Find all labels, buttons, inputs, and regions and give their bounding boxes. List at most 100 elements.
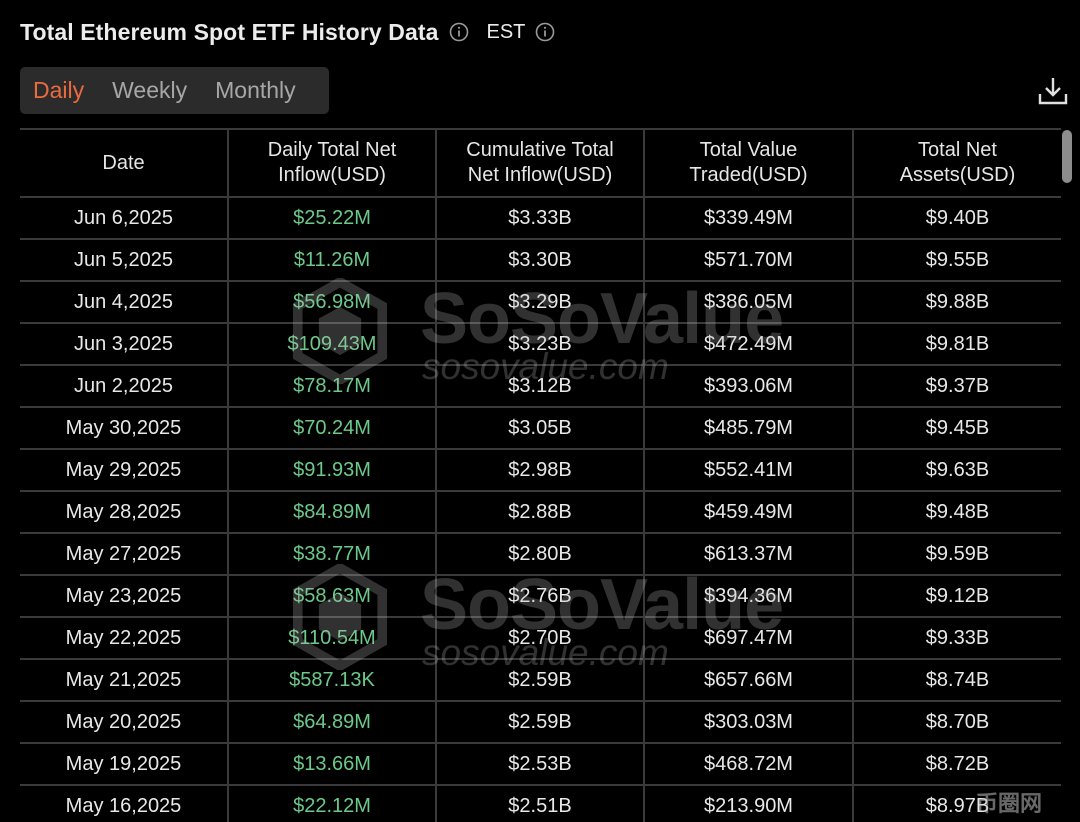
cell-cumulative-net-inflow: $2.51B [436, 785, 645, 822]
table-row[interactable]: May 22,2025 $110.54M $2.70B $697.47M $9.33B [20, 617, 1061, 660]
column-header-line: Daily Total Net [267, 139, 397, 161]
cell-total-net-assets: $9.55B [853, 239, 1061, 282]
cell-total-value-traded: $657.66M [644, 659, 854, 702]
table-row[interactable]: Jun 4,2025 $56.98M $3.29B $386.05M $9.88B [20, 281, 1061, 324]
column-header-line: Net Inflow(USD) [467, 164, 613, 186]
period-tabs: Daily Weekly Monthly [20, 67, 329, 114]
table-row[interactable]: May 16,2025 $22.12M $2.51B $213.90M $8.97B [20, 785, 1061, 822]
cell-cumulative-net-inflow: $2.88B [436, 491, 645, 534]
cell-total-net-assets: $9.37B [853, 365, 1061, 408]
cell-cumulative-net-inflow: $2.53B [436, 743, 645, 786]
cell-date: Jun 4,2025 [20, 281, 229, 324]
cell-total-net-assets: $9.59B [853, 533, 1061, 576]
table-row[interactable]: Jun 2,2025 $78.17M $3.12B $393.06M $9.37B [20, 365, 1061, 408]
history-table-container: Date Daily Total Net Inflow(USD) Cumulati… [20, 128, 1061, 822]
cell-daily-net-inflow: $587.13K [228, 659, 437, 702]
column-header-cumulative-net-inflow[interactable]: Cumulative Total Net Inflow(USD) [436, 128, 645, 198]
column-header-date[interactable]: Date [20, 128, 229, 198]
download-icon[interactable] [1036, 74, 1070, 108]
cell-date: Jun 3,2025 [20, 323, 229, 366]
cell-total-value-traded: $394.36M [644, 575, 854, 618]
info-icon[interactable] [449, 22, 469, 42]
cell-daily-net-inflow: $13.66M [228, 743, 437, 786]
cell-total-net-assets: $9.48B [853, 491, 1061, 534]
column-header-line: Total Value [699, 139, 798, 161]
tab-monthly[interactable]: Monthly [215, 77, 296, 103]
cell-total-net-assets: $8.70B [853, 701, 1061, 744]
cell-total-net-assets: $9.12B [853, 575, 1061, 618]
cell-daily-net-inflow: $110.54M [228, 617, 437, 660]
cell-total-value-traded: $303.03M [644, 701, 854, 744]
cell-cumulative-net-inflow: $2.59B [436, 701, 645, 744]
table-row[interactable]: May 27,2025 $38.77M $2.80B $613.37M $9.59B [20, 533, 1061, 576]
cell-cumulative-net-inflow: $3.33B [436, 197, 645, 240]
cell-total-net-assets: $9.45B [853, 407, 1061, 450]
table-row[interactable]: May 30,2025 $70.24M $3.05B $485.79M $9.45B [20, 407, 1061, 450]
table-row[interactable]: Jun 6,2025 $25.22M $3.33B $339.49M $9.40B [20, 197, 1061, 240]
table-header-row: Date Daily Total Net Inflow(USD) Cumulati… [20, 128, 1061, 198]
cell-cumulative-net-inflow: $3.29B [436, 281, 645, 324]
cell-total-net-assets: $9.88B [853, 281, 1061, 324]
table-row[interactable]: May 23,2025 $58.63M $2.76B $394.36M $9.12B [20, 575, 1061, 618]
page-header: Total Ethereum Spot ETF History Data EST [20, 14, 555, 50]
column-header-total-net-assets[interactable]: Total Net Assets(USD) [853, 128, 1061, 198]
column-header-date-label: Date [102, 151, 145, 174]
cell-total-value-traded: $552.41M [644, 449, 854, 492]
cell-total-net-assets: $8.74B [853, 659, 1061, 702]
table-row[interactable]: May 19,2025 $13.66M $2.53B $468.72M $8.72B [20, 743, 1061, 786]
column-header-line: Assets(USD) [899, 164, 1016, 186]
cell-date: May 22,2025 [20, 617, 229, 660]
cell-daily-net-inflow: $91.93M [228, 449, 437, 492]
table-scrollbar[interactable] [1062, 130, 1072, 183]
table-row[interactable]: May 21,2025 $587.13K $2.59B $657.66M $8.74B [20, 659, 1061, 702]
table-row[interactable]: May 28,2025 $84.89M $2.88B $459.49M $9.48B [20, 491, 1061, 534]
tab-daily[interactable]: Daily [33, 77, 85, 103]
column-header-total-value-traded[interactable]: Total Value Traded(USD) [644, 128, 854, 198]
table-row[interactable]: Jun 5,2025 $11.26M $3.30B $571.70M $9.55B [20, 239, 1061, 282]
cell-daily-net-inflow: $84.89M [228, 491, 437, 534]
table-row[interactable]: Jun 3,2025 $109.43M $3.23B $472.49M $9.81B [20, 323, 1061, 366]
cell-date: May 19,2025 [20, 743, 229, 786]
table-row[interactable]: May 20,2025 $64.89M $2.59B $303.03M $8.70B [20, 701, 1061, 744]
cell-date: May 29,2025 [20, 449, 229, 492]
cell-cumulative-net-inflow: $2.70B [436, 617, 645, 660]
cell-total-net-assets: $9.40B [853, 197, 1061, 240]
timezone-info-icon[interactable] [535, 22, 555, 42]
tab-weekly[interactable]: Weekly [112, 77, 188, 103]
cell-total-net-assets: $8.97B [853, 785, 1061, 822]
cell-daily-net-inflow: $64.89M [228, 701, 437, 744]
cell-total-value-traded: $472.49M [644, 323, 854, 366]
cell-total-value-traded: $393.06M [644, 365, 854, 408]
cell-total-net-assets: $9.63B [853, 449, 1061, 492]
column-header-line: Total Net [918, 139, 997, 161]
cell-daily-net-inflow: $109.43M [228, 323, 437, 366]
cell-total-value-traded: $468.72M [644, 743, 854, 786]
cell-cumulative-net-inflow: $3.30B [436, 239, 645, 282]
cell-total-value-traded: $613.37M [644, 533, 854, 576]
cell-cumulative-net-inflow: $3.23B [436, 323, 645, 366]
cell-daily-net-inflow: $56.98M [228, 281, 437, 324]
column-header-daily-net-inflow[interactable]: Daily Total Net Inflow(USD) [228, 128, 437, 198]
cell-cumulative-net-inflow: $2.76B [436, 575, 645, 618]
cell-daily-net-inflow: $38.77M [228, 533, 437, 576]
cell-date: May 16,2025 [20, 785, 229, 822]
cell-daily-net-inflow: $78.17M [228, 365, 437, 408]
cell-date: May 20,2025 [20, 701, 229, 744]
cell-total-net-assets: $9.81B [853, 323, 1061, 366]
cell-total-value-traded: $571.70M [644, 239, 854, 282]
column-header-line: Cumulative Total [466, 139, 614, 161]
cell-total-net-assets: $9.33B [853, 617, 1061, 660]
table-body: Jun 6,2025 $25.22M $3.33B $339.49M $9.40B Jun… [20, 197, 1061, 822]
cell-cumulative-net-inflow: $2.59B [436, 659, 645, 702]
column-header-line: Traded(USD) [689, 164, 808, 186]
timezone-label: EST [486, 20, 526, 43]
cell-daily-net-inflow: $58.63M [228, 575, 437, 618]
page-title: Total Ethereum Spot ETF History Data [20, 18, 439, 45]
cell-date: Jun 5,2025 [20, 239, 229, 282]
cell-total-net-assets: $8.72B [853, 743, 1061, 786]
cell-daily-net-inflow: $11.26M [228, 239, 437, 282]
cell-daily-net-inflow: $70.24M [228, 407, 437, 450]
table-row[interactable]: May 29,2025 $91.93M $2.98B $552.41M $9.63B [20, 449, 1061, 492]
history-table: Date Daily Total Net Inflow(USD) Cumulati… [20, 128, 1061, 822]
cell-cumulative-net-inflow: $3.12B [436, 365, 645, 408]
